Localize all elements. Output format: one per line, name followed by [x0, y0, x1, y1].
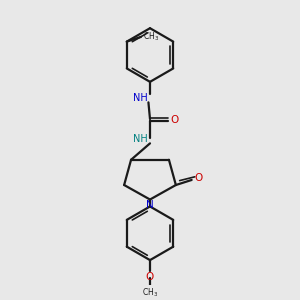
Text: O: O — [146, 272, 154, 282]
Text: CH$_3$: CH$_3$ — [142, 286, 158, 299]
Text: NH: NH — [133, 134, 147, 144]
Text: O: O — [171, 115, 179, 125]
Text: O: O — [194, 173, 202, 183]
Text: NH: NH — [133, 93, 147, 103]
Text: N: N — [146, 200, 154, 211]
Text: CH$_3$: CH$_3$ — [142, 31, 159, 43]
